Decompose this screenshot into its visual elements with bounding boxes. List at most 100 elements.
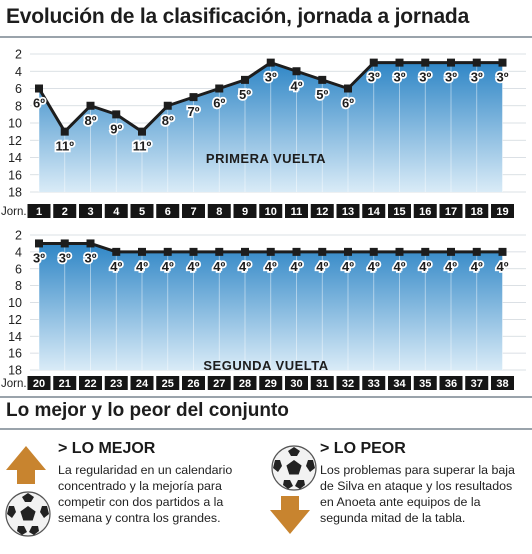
x-tick-label: 31 xyxy=(316,378,328,390)
data-point xyxy=(318,247,327,256)
jornada-box xyxy=(79,376,102,390)
y-tick-label: 14 xyxy=(8,330,22,344)
best-line: semana y contra los grandes. xyxy=(58,511,221,525)
x-tick-label: 24 xyxy=(136,378,149,390)
x-axis-label: Jorn. xyxy=(1,206,27,218)
jornada-box xyxy=(465,204,489,218)
worst-line: segunda mitad de la tabla. xyxy=(320,511,466,525)
data-label: 4º xyxy=(471,259,483,274)
jornada-box xyxy=(182,376,205,390)
x-tick-label: 36 xyxy=(445,378,457,390)
y-tick-label: 4 xyxy=(15,245,22,259)
x-tick-label: 9 xyxy=(242,206,248,218)
data-point xyxy=(369,58,378,67)
x-tick-label: 14 xyxy=(368,206,381,218)
jornada-box xyxy=(182,204,205,218)
best-line: concentrado y la mejoría para xyxy=(58,479,222,493)
y-tick-label: 18 xyxy=(8,364,22,378)
jornada-box xyxy=(465,376,489,390)
best-heading: > LO MEJOR xyxy=(58,440,156,457)
data-label: 4º xyxy=(291,78,303,93)
x-tick-label: 18 xyxy=(471,206,483,218)
x-tick-label: 33 xyxy=(368,378,380,390)
jornada-box xyxy=(439,376,463,390)
data-point xyxy=(138,247,146,256)
jornada-box xyxy=(104,376,128,390)
data-point xyxy=(86,239,95,248)
data-label: 3º xyxy=(59,250,71,265)
section-subtitle-divider xyxy=(0,428,532,430)
x-tick-label: 38 xyxy=(496,378,508,390)
jornada-box xyxy=(207,376,231,390)
data-label: 3º xyxy=(445,70,457,85)
data-point xyxy=(498,247,507,256)
jornada-box xyxy=(491,204,514,218)
data-label: 6º xyxy=(213,96,225,111)
jornada-box xyxy=(413,204,437,218)
y-tick-label: 2 xyxy=(15,48,22,62)
data-point xyxy=(189,247,198,256)
data-label: 4º xyxy=(419,259,431,274)
data-label: 3º xyxy=(419,70,431,85)
x-tick-label: 8 xyxy=(216,206,222,218)
x-tick-label: 5 xyxy=(139,206,145,218)
data-label: 4º xyxy=(239,259,251,274)
y-tick-label: 12 xyxy=(8,313,22,327)
jornada-box xyxy=(362,204,386,218)
jornada-box xyxy=(79,204,102,218)
y-tick-label: 8 xyxy=(15,99,22,113)
data-label: 3º xyxy=(85,250,97,265)
data-label: 4º xyxy=(265,259,277,274)
data-point xyxy=(447,247,455,256)
y-tick-label: 6 xyxy=(15,82,22,96)
best-icons xyxy=(5,446,51,537)
data-point xyxy=(421,247,430,256)
data-label: 5º xyxy=(239,87,251,102)
jornada-box xyxy=(233,204,257,218)
panel-title: SEGUNDA VUELTA xyxy=(203,358,328,373)
standings-evolution-chart: 246810121416186º11º8º9º11º8º7º6º5º3º4º5º… xyxy=(1,48,526,390)
y-tick-label: 8 xyxy=(15,279,22,293)
jornada-box xyxy=(336,204,360,218)
x-tick-label: 27 xyxy=(213,378,225,390)
jornada-box xyxy=(362,376,386,390)
data-point xyxy=(138,127,146,136)
y-tick-label: 2 xyxy=(15,229,22,243)
data-point xyxy=(266,58,275,67)
data-point xyxy=(163,101,172,110)
data-label: 9º xyxy=(110,121,122,136)
jornada-box xyxy=(130,204,154,218)
jornada-box xyxy=(233,376,257,390)
x-tick-label: 30 xyxy=(290,378,302,390)
panel-title: PRIMERA VUELTA xyxy=(206,151,326,166)
best-text: La regularidad en un calendario concentr… xyxy=(58,462,232,526)
x-tick-label: 11 xyxy=(291,206,303,218)
data-point xyxy=(472,247,481,256)
data-point xyxy=(60,239,69,248)
data-point xyxy=(215,247,224,256)
jornada-box xyxy=(104,204,128,218)
data-point xyxy=(163,247,172,256)
data-label: 4º xyxy=(368,259,380,274)
x-tick-label: 23 xyxy=(110,378,122,390)
soccer-ball-icon xyxy=(5,491,51,537)
x-axis-label: Jorn. xyxy=(1,378,27,390)
y-tick-label: 4 xyxy=(15,65,22,79)
x-tick-label: 10 xyxy=(265,206,277,218)
data-label: 5º xyxy=(316,87,328,102)
data-label: 8º xyxy=(85,113,97,128)
y-tick-label: 14 xyxy=(8,151,22,165)
x-tick-label: 34 xyxy=(393,378,406,390)
jornada-box xyxy=(285,376,308,390)
data-label: 4º xyxy=(291,259,303,274)
section-subtitle: Lo mejor y lo peor del conjunto xyxy=(6,400,289,421)
y-tick-label: 18 xyxy=(8,186,22,200)
x-tick-label: 25 xyxy=(162,378,174,390)
worst-panel: > LO PEOR Los problemas para superar la … xyxy=(320,440,532,550)
x-tick-label: 4 xyxy=(113,206,120,218)
data-point xyxy=(86,101,95,110)
data-label: 11º xyxy=(133,139,152,154)
data-label: 7º xyxy=(188,104,200,119)
data-point xyxy=(421,58,430,67)
